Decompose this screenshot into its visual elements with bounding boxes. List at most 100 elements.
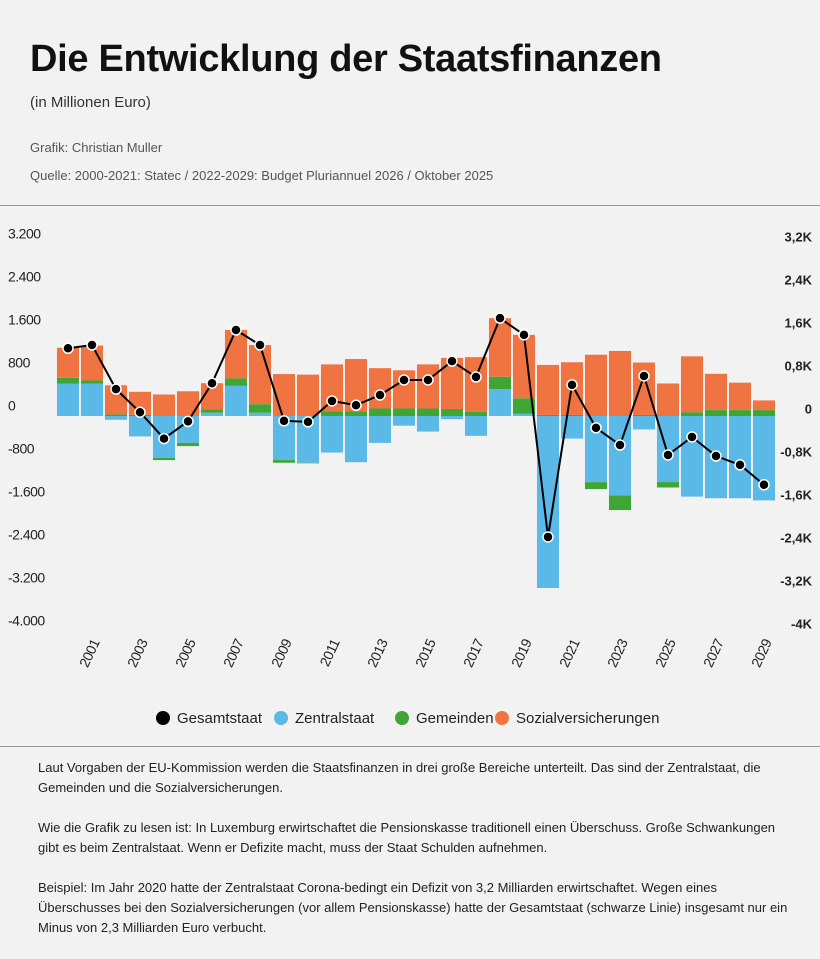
line-point: [638, 370, 650, 382]
bar: [296, 374, 320, 416]
x-tick-label: 2005: [172, 636, 199, 670]
credit: Grafik: Christian Muller: [30, 140, 163, 155]
line-point: [686, 431, 698, 443]
legend-swatch: [156, 711, 170, 725]
bar: [728, 382, 752, 411]
y2-tick-label: 0,8K: [785, 358, 813, 373]
bar: [608, 416, 632, 496]
x-tick-label: 2023: [604, 636, 631, 670]
y2-tick-label: -0,8K: [780, 444, 812, 459]
y2-tick-label: -1,6K: [780, 487, 812, 502]
line-point: [734, 459, 746, 471]
y2-tick-label: -2,4K: [780, 530, 812, 545]
bar: [728, 410, 752, 416]
legend-swatch: [274, 711, 288, 725]
bar: [344, 411, 368, 416]
line-point: [710, 450, 722, 462]
legend-swatch: [495, 711, 509, 725]
bar: [320, 411, 344, 416]
x-tick-label: 2013: [364, 636, 391, 670]
line-point: [494, 312, 506, 324]
x-tick-label: 2003: [124, 636, 151, 670]
x-tick-label: 2027: [700, 636, 727, 670]
x-tick-label: 2009: [268, 636, 295, 670]
bar: [272, 460, 296, 463]
line-point: [182, 415, 194, 428]
bar: [440, 416, 464, 420]
line-point: [542, 531, 554, 543]
bar: [128, 416, 152, 437]
y-tick-label: -3.200: [8, 570, 45, 586]
bar: [152, 457, 176, 461]
bar: [224, 378, 248, 386]
bar: [368, 416, 392, 443]
line-point: [326, 395, 338, 407]
bar: [56, 377, 80, 384]
y2-tick-label: 2,4K: [785, 272, 813, 287]
bar: [104, 385, 128, 415]
bar: [56, 347, 80, 378]
bar: [608, 495, 632, 511]
bar: [80, 345, 104, 381]
note: Wie die Grafik zu lesen ist: In Luxembur…: [38, 820, 776, 855]
y-tick-label: -1.600: [8, 484, 45, 500]
line-point: [86, 339, 98, 351]
y-tick-label: 0: [8, 398, 16, 414]
bar: [104, 414, 128, 416]
divider: [0, 205, 820, 206]
x-tick-label: 2021: [556, 636, 583, 670]
bar: [296, 462, 320, 464]
chart-title: Die Entwicklung der Staatsfinanzen: [30, 38, 662, 80]
bar: [248, 404, 272, 413]
x-tick-label: 2015: [412, 636, 439, 670]
bar: [224, 330, 248, 379]
line-point: [158, 432, 170, 445]
bar: [488, 389, 512, 416]
bar: [200, 412, 224, 416]
line-point: [518, 329, 530, 341]
legend-label: Sozialversicherungen: [516, 710, 659, 727]
bar: [344, 416, 368, 463]
subtitle: (in Millionen Euro): [30, 94, 151, 111]
bar: [224, 385, 248, 416]
line-point: [662, 449, 674, 461]
bar: [656, 482, 680, 488]
legend-label: Gemeinden: [416, 710, 494, 727]
bar: [536, 414, 560, 416]
x-tick-label: 2011: [316, 636, 343, 669]
bar: [368, 408, 392, 416]
legend-label: Gesamtstaat: [177, 710, 263, 727]
bar: [704, 373, 728, 411]
line-point: [398, 374, 410, 386]
bar: [560, 414, 584, 416]
bar: [320, 416, 344, 453]
bar: [416, 416, 440, 432]
bar: [392, 416, 416, 426]
bar: [728, 416, 752, 499]
bar: [512, 398, 536, 414]
line-point: [62, 342, 74, 355]
source: Quelle: 2000-2021: Statec / 2022-2029: B…: [30, 168, 494, 183]
bar: [464, 416, 488, 436]
x-tick-label: 2019: [508, 636, 535, 670]
bar: [680, 356, 704, 413]
y2-tick-label: -4K: [791, 616, 813, 631]
bar: [464, 357, 488, 412]
bar: [656, 416, 680, 483]
bar: [488, 376, 512, 390]
bar: [440, 357, 464, 410]
bar: [752, 400, 776, 411]
bar: [344, 359, 368, 412]
bar: [416, 408, 440, 416]
line-point: [614, 439, 626, 451]
line-point: [302, 416, 314, 428]
line-point: [422, 374, 434, 386]
y2-tick-label: -3,2K: [780, 573, 812, 588]
y-tick-label: 3.200: [8, 226, 41, 242]
bar: [632, 416, 656, 430]
bar: [176, 442, 200, 447]
bar: [680, 416, 704, 497]
x-tick-label: 2001: [76, 636, 103, 670]
bar: [200, 409, 224, 413]
line-point: [446, 355, 458, 367]
